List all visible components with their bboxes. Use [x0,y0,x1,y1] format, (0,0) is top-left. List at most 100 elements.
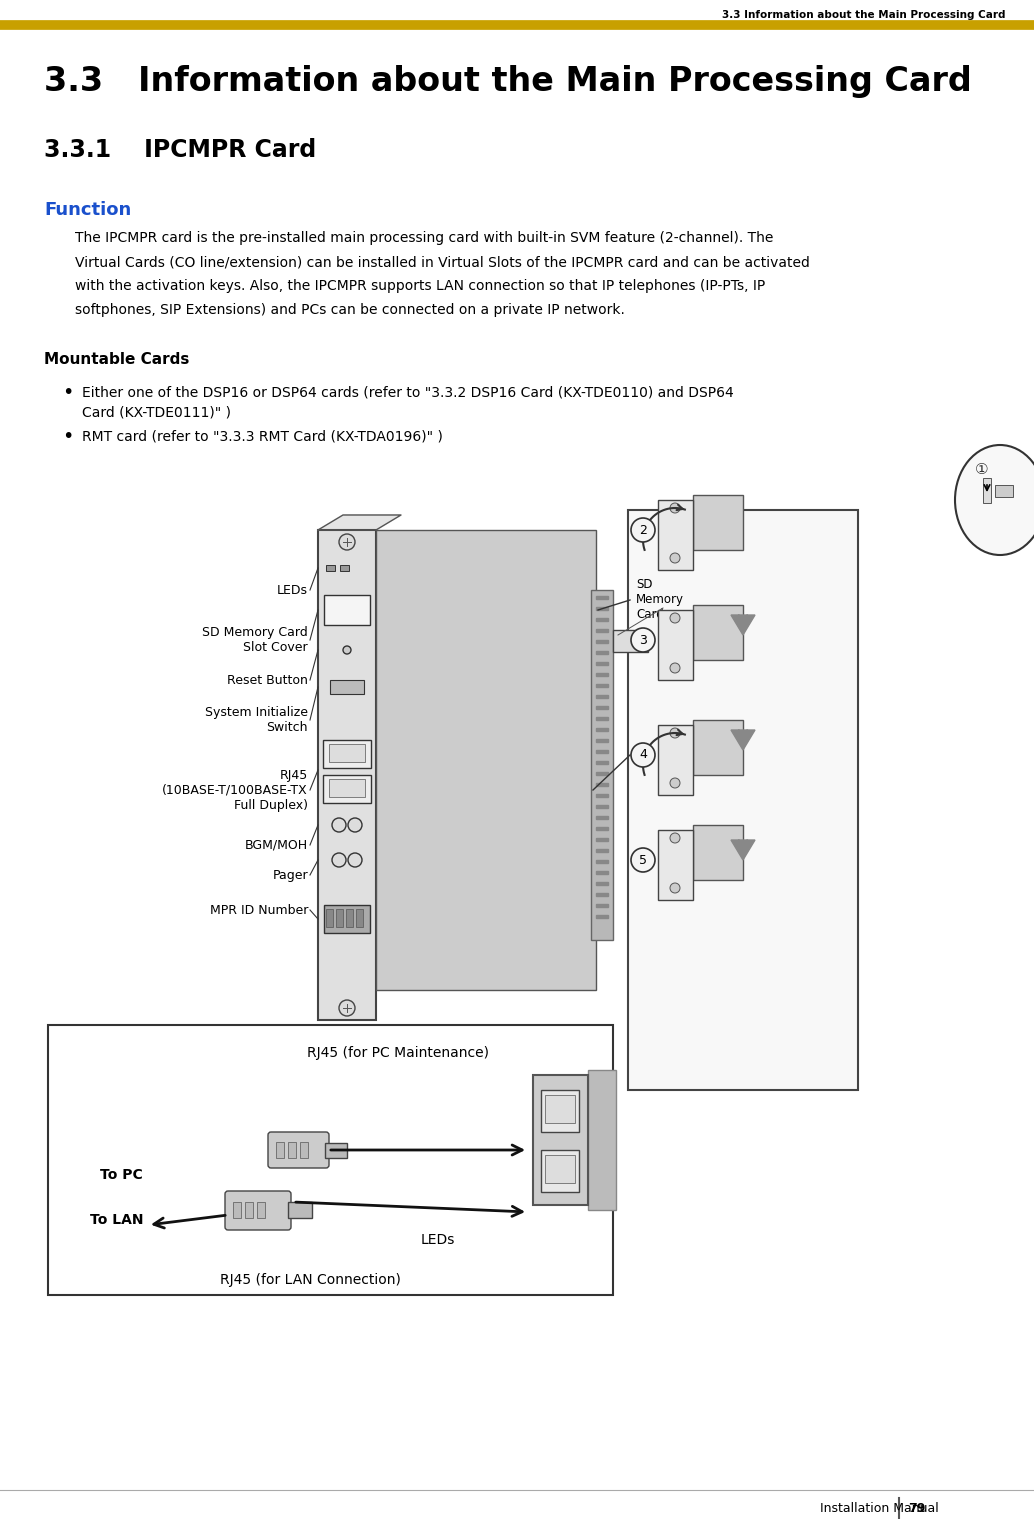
Bar [545,1095,575,1123]
Bar [233,1202,241,1218]
Bar [596,673,608,676]
Bar [326,565,335,571]
Text: softphones, SIP Extensions) and PCs can be connected on a private IP network.: softphones, SIP Extensions) and PCs can … [75,302,625,317]
Circle shape [670,553,680,564]
Bar [245,1202,253,1218]
Text: Either one of the DSP16 or DSP64 cards (refer to "3.3.2 DSP16 Card (KX-TDE0110) : Either one of the DSP16 or DSP64 cards (… [82,386,734,399]
Bar [693,825,743,880]
Bar [300,1142,308,1157]
Text: Pager: Pager [272,869,308,881]
Bar [596,750,608,753]
Bar [596,652,608,655]
Bar [596,772,608,775]
Circle shape [332,854,346,867]
Bar [336,908,343,927]
Text: Card (KX-TDE0111)" ): Card (KX-TDE0111)" ) [82,406,231,419]
Circle shape [339,1000,355,1016]
Bar [323,775,371,804]
Text: RJ45 (for PC Maintenance): RJ45 (for PC Maintenance) [307,1047,489,1060]
Bar [288,1142,296,1157]
Polygon shape [731,615,755,635]
Bar [596,849,608,852]
Circle shape [332,819,346,832]
Text: ①: ① [975,462,989,477]
Bar [596,618,608,621]
Bar [376,530,596,990]
Bar [596,740,608,741]
Text: SD
Memory
Card: SD Memory Card [636,579,685,621]
Text: 79: 79 [908,1501,925,1514]
Bar [257,1202,265,1218]
Bar [541,1150,579,1192]
Circle shape [670,778,680,788]
Text: with the activation keys. Also, the IPCMPR supports LAN connection so that IP te: with the activation keys. Also, the IPCM… [75,279,765,293]
Polygon shape [731,731,755,750]
Text: 2: 2 [639,524,647,536]
Bar [628,510,858,1091]
Text: RJ45 (for LAN Connection): RJ45 (for LAN Connection) [219,1273,400,1287]
Text: MPR ID Number: MPR ID Number [210,904,308,916]
Bar [591,589,613,940]
Text: BGM/MOH: BGM/MOH [245,838,308,852]
Circle shape [339,535,355,550]
Bar [596,805,608,808]
Bar [995,485,1013,497]
Bar [588,1069,616,1211]
Bar [329,744,365,763]
Bar [323,740,371,769]
Circle shape [670,662,680,673]
Bar [596,728,608,731]
Bar [325,1142,347,1157]
Text: SD Memory Card
Slot Cover: SD Memory Card Slot Cover [203,626,308,655]
Bar [596,608,608,611]
Bar [596,696,608,699]
Bar [596,629,608,632]
Circle shape [670,614,680,623]
Text: Installation Manual: Installation Manual [820,1501,939,1514]
Text: •: • [62,427,73,447]
Circle shape [343,646,351,655]
Bar [596,684,608,687]
Bar [596,816,608,819]
Bar [596,662,608,665]
Bar [596,838,608,842]
Circle shape [670,883,680,893]
Text: 5: 5 [639,854,647,866]
Circle shape [631,848,655,872]
Text: Function: Function [44,201,131,219]
Bar [596,595,608,598]
Text: The IPCMPR card is the pre-installed main processing card with built-in SVM feat: The IPCMPR card is the pre-installed mai… [75,231,773,245]
Bar [346,908,353,927]
Polygon shape [731,840,755,860]
Bar [288,1202,312,1218]
Text: To LAN: To LAN [90,1214,143,1227]
Text: 4: 4 [639,749,647,761]
Bar [658,500,693,570]
Bar [545,1154,575,1183]
Bar [693,720,743,775]
Bar [329,779,365,797]
Text: RMT card (refer to "3.3.3 RMT Card (KX-TDA0196)" ): RMT card (refer to "3.3.3 RMT Card (KX-T… [82,430,443,444]
Text: 3: 3 [639,633,647,647]
Polygon shape [318,515,401,530]
Bar [356,908,363,927]
FancyBboxPatch shape [268,1132,329,1168]
Circle shape [670,503,680,513]
Text: Reset Button: Reset Button [227,673,308,687]
Bar [318,530,376,1019]
Bar [596,761,608,764]
Bar [693,495,743,550]
Text: LEDs: LEDs [277,583,308,597]
Bar [541,1091,579,1132]
Text: RJ45
(10BASE-T/100BASE-TX
Full Duplex): RJ45 (10BASE-T/100BASE-TX Full Duplex) [162,769,308,811]
Text: •: • [62,383,73,403]
Text: 3.3 Information about the Main Processing Card: 3.3 Information about the Main Processin… [722,11,1005,20]
FancyBboxPatch shape [225,1191,291,1230]
Bar [596,794,608,797]
Bar [596,883,608,886]
Text: LEDs: LEDs [421,1233,455,1247]
Bar [533,1075,588,1205]
Circle shape [631,518,655,542]
Circle shape [348,854,362,867]
Bar [330,681,364,694]
